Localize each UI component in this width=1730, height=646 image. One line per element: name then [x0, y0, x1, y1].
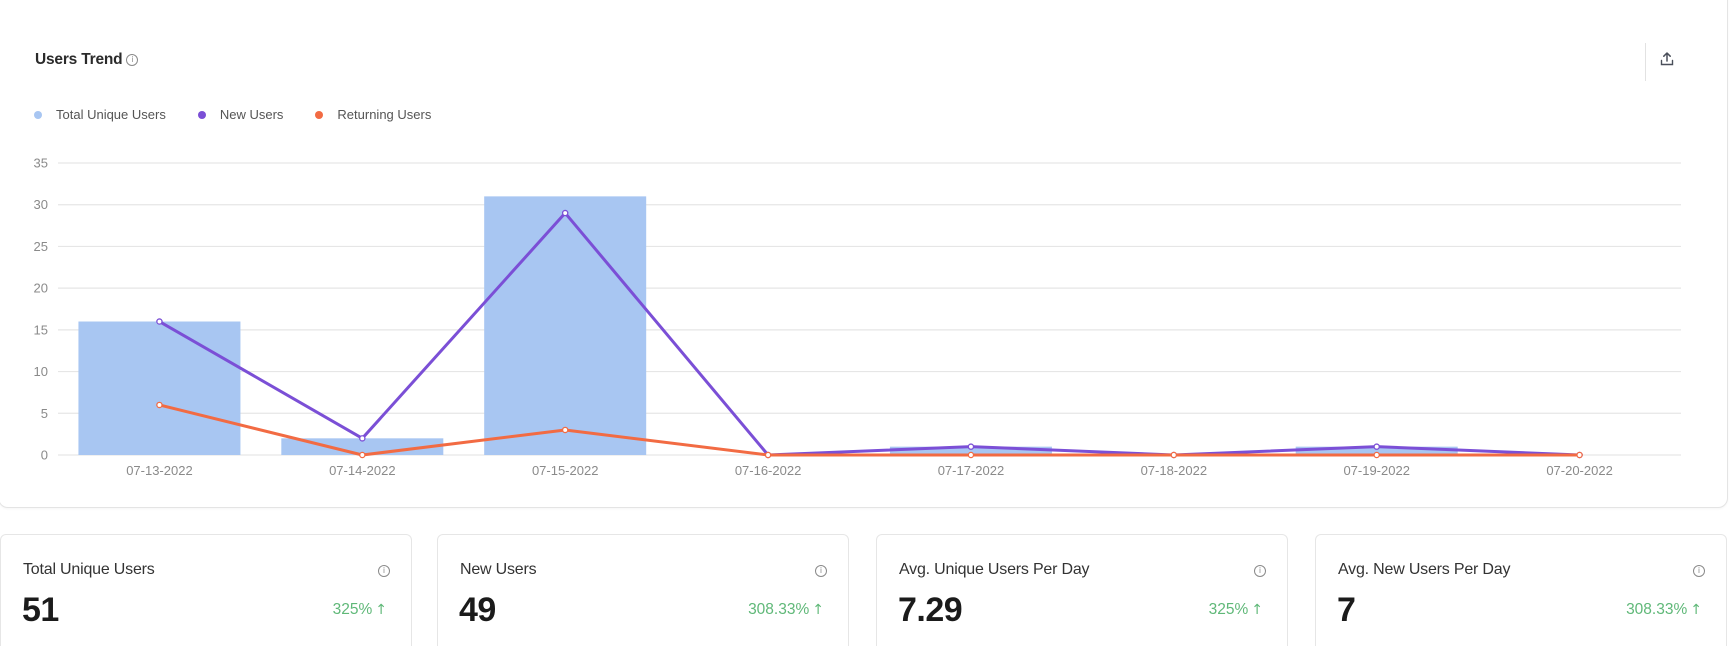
data-point[interactable]	[359, 451, 366, 459]
stat-value: 51	[22, 591, 59, 629]
legend-label: New Users	[219, 107, 284, 122]
y-tick-label: 20	[34, 281, 48, 296]
legend-dot-icon	[315, 110, 324, 119]
header-divider	[1645, 43, 1646, 81]
legend-item-returning-users[interactable]: Returning Users	[315, 107, 431, 122]
legend-item-new-users[interactable]: New Users	[197, 107, 284, 122]
data-point[interactable]	[561, 209, 569, 217]
y-tick-label: 15	[34, 322, 48, 337]
data-point[interactable]	[967, 451, 975, 459]
x-tick-label: 07-20-2022	[1546, 463, 1613, 478]
y-tick-label: 5	[41, 406, 48, 421]
stat-label: Total Unique Users	[23, 561, 155, 578]
stat-change-value: 325%	[332, 601, 373, 618]
info-icon[interactable]: i	[1693, 565, 1705, 577]
data-point[interactable]	[359, 435, 366, 442]
stat-card-avg-unique-users-per-day: Avg. Unique Users Per Day i 7.29 325% ↑	[876, 534, 1288, 646]
legend-label: Returning Users	[337, 107, 432, 122]
stat-label: Avg. New Users Per Day	[1338, 561, 1511, 578]
data-point[interactable]	[561, 426, 569, 434]
export-upload-icon	[1660, 52, 1674, 66]
stat-value: 7	[1337, 591, 1356, 629]
export-button[interactable]	[1654, 46, 1680, 72]
stat-change: 308.33% ↑	[1626, 601, 1702, 619]
x-tick-label: 07-16-2022	[735, 463, 802, 478]
stat-value: 49	[459, 591, 496, 629]
info-icon[interactable]: i	[126, 54, 139, 66]
y-tick-label: 35	[34, 156, 48, 171]
bar-total-unique-users[interactable]	[78, 321, 241, 455]
stat-change-value: 325%	[1208, 601, 1249, 618]
x-tick-label: 07-14-2022	[329, 463, 396, 478]
bar-total-unique-users[interactable]	[889, 446, 1052, 455]
stat-change: 325% ↑	[1209, 601, 1263, 619]
y-tick-label: 0	[41, 448, 48, 463]
data-point[interactable]	[1373, 451, 1380, 459]
data-point[interactable]	[156, 318, 163, 325]
stat-label: New Users	[460, 561, 537, 578]
stat-card-avg-new-users-per-day: Avg. New Users Per Day i 7 308.33% ↑	[1315, 534, 1727, 646]
info-icon[interactable]: i	[815, 565, 827, 577]
bar-total-unique-users[interactable]	[484, 196, 647, 455]
stat-change: 308.33% ↑	[748, 601, 824, 619]
data-point[interactable]	[764, 451, 772, 459]
y-tick-label: 30	[34, 197, 48, 212]
x-tick-label: 07-17-2022	[938, 463, 1005, 478]
legend-item-total-unique-users[interactable]: Total Unique Users	[34, 107, 166, 122]
stat-value: 7.29	[898, 591, 963, 629]
x-tick-label: 07-19-2022	[1343, 463, 1410, 478]
stat-change-value: 308.33%	[1626, 601, 1688, 618]
stat-change: 325% ↑	[333, 601, 387, 619]
arrow-up-icon: ↑	[812, 602, 824, 618]
legend-label: Total Unique Users	[56, 107, 166, 122]
bar-total-unique-users[interactable]	[1295, 446, 1458, 455]
legend-dot-icon	[197, 110, 206, 119]
data-point[interactable]	[1576, 451, 1583, 459]
arrow-up-icon: ↑	[1251, 602, 1263, 618]
chart-legend: Total Unique Users New Users Returning U…	[34, 107, 463, 122]
data-point[interactable]	[156, 401, 163, 409]
stat-card-total-unique-users: Total Unique Users i 51 325% ↑	[0, 534, 412, 646]
line-returning-users	[159, 403, 1580, 457]
stat-change-value: 308.33%	[748, 601, 810, 618]
stat-card-new-users: New Users i 49 308.33% ↑	[437, 534, 849, 646]
arrow-up-icon: ↑	[375, 602, 387, 618]
data-point[interactable]	[1373, 443, 1380, 450]
users-trend-card	[0, 0, 1728, 508]
info-icon[interactable]: i	[378, 565, 390, 577]
info-icon[interactable]: i	[1254, 565, 1266, 577]
y-tick-label: 10	[34, 364, 48, 379]
users-trend-chart[interactable]: 0 5 10 15 20 25 30 35 07-13-2022 07-14-2022 07-15-…	[0, 0, 1730, 500]
line-new-users	[158, 211, 1580, 457]
y-tick-label: 25	[34, 239, 48, 254]
stat-label: Avg. Unique Users Per Day	[899, 561, 1090, 578]
chart-title: Users Trend	[35, 51, 123, 68]
chart-header: Users Trend i	[35, 51, 139, 69]
x-tick-label: 07-13-2022	[126, 463, 193, 478]
arrow-up-icon: ↑	[1690, 602, 1702, 618]
data-point[interactable]	[1170, 451, 1178, 459]
legend-dot-icon	[34, 110, 42, 119]
x-tick-label: 07-18-2022	[1141, 463, 1208, 478]
x-tick-label: 07-15-2022	[532, 463, 599, 478]
data-point[interactable]	[967, 443, 975, 450]
